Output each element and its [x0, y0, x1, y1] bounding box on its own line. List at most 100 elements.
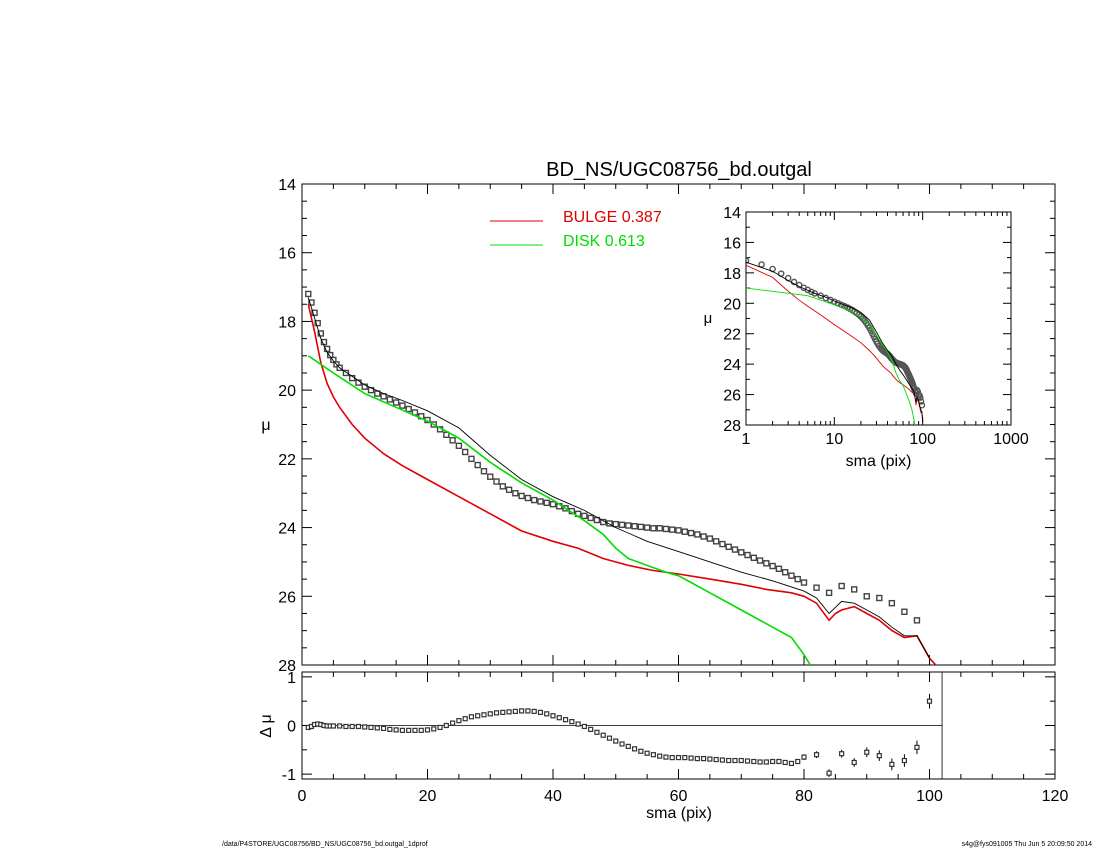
inset-x-axis-label: sma (pix) [846, 453, 912, 470]
residual-point [393, 727, 399, 733]
residual-point [550, 713, 556, 719]
inset-ytick-label: 26 [723, 388, 741, 405]
residual-point [531, 708, 537, 714]
observed-point [712, 538, 720, 545]
main-ytick-label: 14 [278, 177, 296, 194]
residual-point [431, 726, 437, 732]
residual-ytick-label: 1 [287, 670, 296, 687]
residual-point [694, 755, 700, 762]
residual-xtick-label: 60 [670, 788, 688, 805]
observed-point [505, 486, 513, 493]
residual-point [374, 725, 380, 731]
observed-point [687, 529, 695, 537]
inset-ytick-label: 14 [723, 205, 741, 222]
residual-point [707, 756, 713, 762]
residual-point [349, 723, 355, 730]
footer-file-path: /data/P4STORE/UGC08756/BD_NS/UGC08756_bd… [222, 841, 428, 848]
inset-model-total-line [746, 261, 924, 423]
inset-plot-area [746, 257, 926, 425]
residual-point [387, 726, 393, 732]
observed-point [756, 557, 764, 564]
residual-point [713, 756, 719, 763]
residual-point [525, 708, 531, 714]
residual-point [795, 758, 801, 765]
observed-point [480, 468, 488, 475]
observed-point [518, 492, 525, 500]
observed-point [308, 299, 315, 306]
observed-point [537, 498, 544, 505]
residual-point [889, 761, 895, 768]
observed-point [305, 290, 312, 298]
inset-ytick-label: 24 [723, 357, 741, 374]
residual-point [456, 718, 462, 724]
observed-point [587, 514, 594, 522]
residual-point [688, 755, 694, 761]
residual-point [638, 748, 644, 754]
observed-point [581, 512, 588, 520]
main-ytick-label: 20 [278, 383, 296, 400]
residual-xtick-label: 100 [916, 788, 943, 805]
residual-point [788, 760, 795, 767]
observed-point [694, 531, 701, 538]
observed-point [399, 402, 406, 409]
observed-point [543, 499, 550, 507]
residual-point [556, 715, 562, 721]
observed-point [750, 554, 757, 562]
observed-point [643, 524, 651, 531]
observed-point [612, 520, 619, 528]
residual-point [763, 759, 769, 765]
residual-xtick-label: 80 [795, 788, 813, 805]
residual-point [544, 711, 550, 717]
inset-xtick-label: 1000 [993, 431, 1029, 448]
inset-xtick-label: 1 [742, 431, 751, 448]
observed-point [524, 494, 532, 502]
observed-point [888, 599, 896, 607]
observed-point [838, 582, 845, 590]
residual-point [644, 750, 650, 756]
residual-point [506, 709, 512, 715]
observed-point [876, 594, 883, 602]
observed-point [662, 525, 670, 533]
observed-point [794, 575, 801, 583]
observed-point [625, 522, 632, 529]
residual-point [330, 723, 336, 729]
observed-point [901, 608, 908, 615]
main-ytick-label: 22 [278, 452, 296, 469]
residual-point [738, 757, 744, 764]
residual-point [468, 714, 475, 720]
residual-point [682, 754, 688, 761]
observed-point [744, 551, 751, 559]
observed-point [681, 528, 688, 535]
residual-point [782, 759, 788, 766]
residual-point [613, 738, 619, 744]
residual-point [562, 717, 569, 723]
residual-point [675, 754, 682, 761]
inset-ytick-label: 22 [723, 327, 741, 344]
observed-point [913, 617, 921, 624]
residual-point [462, 716, 468, 722]
residual-point [424, 727, 431, 733]
main-ytick-label: 26 [278, 589, 296, 606]
residual-point [594, 729, 600, 735]
residual-point [337, 723, 343, 729]
residual-point [776, 758, 782, 765]
inset-observed-point [817, 292, 824, 299]
main-ytick-label: 18 [278, 314, 296, 331]
legend-bulge-label: BULGE 0.387 [563, 209, 662, 226]
inset-ytick-label: 20 [723, 296, 741, 313]
observed-point [775, 565, 783, 572]
residual-point [813, 752, 820, 758]
residual-point [399, 727, 405, 733]
residual-point [726, 757, 732, 764]
observed-point [637, 523, 645, 531]
observed-point [606, 520, 613, 527]
residual-point [663, 754, 669, 760]
residual-point [588, 726, 594, 732]
residual-point [926, 698, 933, 704]
residual-point [864, 749, 870, 755]
observed-point [800, 579, 808, 586]
observed-point [700, 533, 707, 540]
residual-ytick-label: 0 [287, 719, 296, 736]
residual-point [914, 744, 920, 750]
residual-point [851, 759, 857, 766]
